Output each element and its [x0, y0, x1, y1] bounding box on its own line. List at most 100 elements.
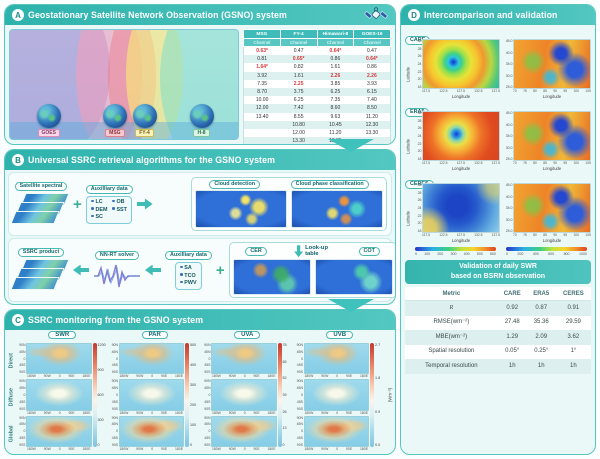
x-ticks: 180W 90W 0 90E 180E — [212, 446, 276, 451]
variable-label: UVB — [326, 331, 354, 339]
map-era5-left — [422, 111, 500, 161]
colorbar-par: 500 400 300 200 100 0 — [185, 343, 201, 447]
section-care: CARE Latitude 30 28 26 24 22 20 18 117.5 122.5 127.… — [405, 28, 591, 100]
colorbar-gradient — [185, 343, 189, 447]
panel-b-badge: B — [12, 154, 24, 166]
validation-value: 1° — [570, 348, 577, 355]
panel-c: C SSRC monitoring from the GSNO system D… — [4, 309, 396, 455]
variable-label: UVA — [234, 331, 261, 339]
satellite-label: FY-4 — [135, 129, 154, 137]
map-uva-diffuse — [211, 379, 277, 411]
retrieval-row-1: Satellite spectral + Auxilliary data LC D… — [8, 172, 392, 236]
left-arrow-icon — [73, 264, 89, 276]
x-ticks: 70 75 80 85 90 95 100 105 — [513, 233, 591, 237]
channel-value: 0.47 — [280, 46, 317, 56]
look-up-table-label: Look-up table — [305, 244, 328, 258]
validation-value: 0.92 — [497, 300, 527, 316]
channel-column-header: GOES-16 — [353, 29, 391, 39]
monitor-column-uva: UVA 90N 45N 0 45S 90S 180W 90W 0 90E 180E 90N 45N 0 45… — [201, 331, 294, 452]
panel-d: D Intercomparison and validation CARE Lat… — [400, 4, 596, 455]
channel-row: 8.70 3.75 6.25 6.15 — [243, 87, 391, 97]
map-par-diffuse — [118, 379, 184, 411]
map-cell: 90N 45N 0 45S 90S 180W 90W 0 90E 180E — [109, 343, 184, 379]
channel-column-header: MSG — [243, 29, 281, 39]
panel-d-badge: D — [408, 9, 420, 21]
panel-c-title: SSRC monitoring from the GSNO system — [28, 315, 204, 325]
validation-row: R 0.92 0.87 0.91 — [405, 300, 591, 316]
validation-title-line1: Validation of daily SWR — [459, 263, 537, 270]
ssrc-product-layers-icon — [10, 258, 70, 293]
channel-value — [243, 128, 281, 138]
x-ticks: 180W 90W 0 90E 180E — [304, 446, 368, 451]
y-ticks: 90N 45N 0 45S 90S — [19, 415, 26, 447]
y-ticks: 90N 45N 0 45S 90S — [296, 415, 303, 447]
validation-table: Metric CARE ERA5 CERES R 0.92 0.87 0.91 RMSE(wm⁻… — [405, 287, 591, 374]
channel-value: 0.81 — [243, 55, 281, 64]
nn-rt-solver-label: NN-RT solver — [94, 250, 140, 260]
y-ticks: 90N 45N 0 45S 90S — [296, 343, 303, 375]
map-era5-right — [513, 111, 591, 161]
aux-column: OB SST — [112, 199, 127, 220]
channel-subheader: Channel — [243, 38, 281, 47]
down-arrow-icon — [294, 245, 304, 258]
colorbar-left: 0 100 200 300 400 500 600 — [415, 247, 496, 256]
validation-value: 1h — [497, 359, 527, 374]
colorbar-ticks: 2.7 1.8 0.9 0.0 — [375, 343, 381, 447]
validation-value: 0.91 — [555, 300, 591, 316]
monitor-grid: Direct Diffuse Global SWR 90N 45N 0 45S 90S 180W 9… — [5, 330, 395, 454]
channel-value: 3.92 — [243, 71, 281, 80]
validation-row: Spatial resolution 0.05° 0.25° 1° — [405, 345, 591, 360]
x-ticks: 180W 90W 0 90E 180E — [119, 374, 183, 379]
colorbar-right-ticks: 0 200 400 600 800 1000 — [506, 251, 587, 256]
map-cell: 90N 45N 0 45S 90S 180W 90W 0 90E 180E — [201, 343, 277, 379]
y-axis-label: Latitude — [405, 211, 411, 226]
monitor-column-uvb: UVB 90N 45N 0 45S 90S 180W 90W 0 90E 180E 90N 45N 0 45… — [294, 331, 387, 452]
channel-value: 2.25 — [280, 79, 317, 88]
section-ceres: CERES Latitude 30 28 26 24 22 20 18 117.5 122.5 127… — [405, 172, 591, 244]
map-cell: 90N 45N 0 45S 90S 180W 90W 0 90E 180E — [16, 415, 92, 452]
map-swr-global — [26, 415, 92, 447]
validation-metric: RMSE(wm⁻²) — [433, 319, 470, 326]
earth-globe — [132, 104, 157, 128]
colorbar-left-ticks: 0 100 200 300 400 500 600 — [415, 251, 496, 256]
map-cell: 90N 45N 0 45S 90S 180W 90W 0 90E 180E — [294, 415, 369, 452]
nn-rt-solver-group: NN-RT solver — [93, 250, 141, 290]
validation-metric: Spatial resolution — [428, 348, 475, 355]
channel-column-header: FY-4 — [279, 29, 318, 39]
satellite-globe-group: MSG — [102, 104, 127, 137]
x-ticks: 180W 90W 0 90E 180E — [212, 410, 276, 415]
earth-globe — [102, 104, 127, 128]
panel-d-header: D Intercomparison and validation — [401, 5, 595, 25]
map-cell: 90N 45N 0 45S 90S 180W 90W 0 90E 180E — [294, 343, 369, 379]
x-axis-label: Longitude — [542, 94, 562, 99]
aux-item: PWV — [180, 280, 197, 286]
bullet-icon — [91, 207, 94, 210]
y-axis-label: Latitude — [405, 67, 411, 82]
y-ticks: 90N 45N 0 45S 90S — [204, 343, 211, 375]
aux-item: SST — [112, 207, 127, 213]
unit-label: (Wm⁻²) — [387, 387, 393, 403]
aux-item: SC — [91, 214, 103, 220]
bullet-icon — [112, 207, 115, 210]
cloud-phase-label: Cloud phase classification — [290, 179, 369, 189]
channel-value: 3.93 — [353, 79, 391, 88]
colorbar-right: 0 200 400 600 800 1000 — [506, 247, 587, 256]
x-ticks: 117.5 122.5 127.5 132.5 137.5 — [422, 89, 500, 93]
satellite-label: GOES — [37, 129, 60, 137]
bullet-icon — [112, 199, 115, 202]
map-ceres-right — [513, 183, 591, 233]
satellite-globe-group: FY-4 — [132, 104, 157, 137]
colorbar-gradient — [92, 343, 97, 447]
map-uvb-direct — [303, 343, 369, 375]
validation-value: 35.36 — [533, 319, 549, 326]
x-axis-label: Longitude — [451, 238, 471, 243]
validation-value: 29.59 — [565, 319, 581, 326]
channel-value: 7.35 — [243, 79, 281, 88]
channel-value: 13.30 — [280, 137, 317, 144]
channel-value: 6.25 — [280, 96, 317, 105]
satellite-spectral-group: Satellite spectral — [10, 181, 70, 227]
channel-column-header: Himawari-8 — [316, 29, 355, 39]
satellite-spectral-label: Satellite spectral — [14, 181, 68, 191]
y-ticks: 90N 45N 0 45S 90S — [111, 415, 118, 447]
